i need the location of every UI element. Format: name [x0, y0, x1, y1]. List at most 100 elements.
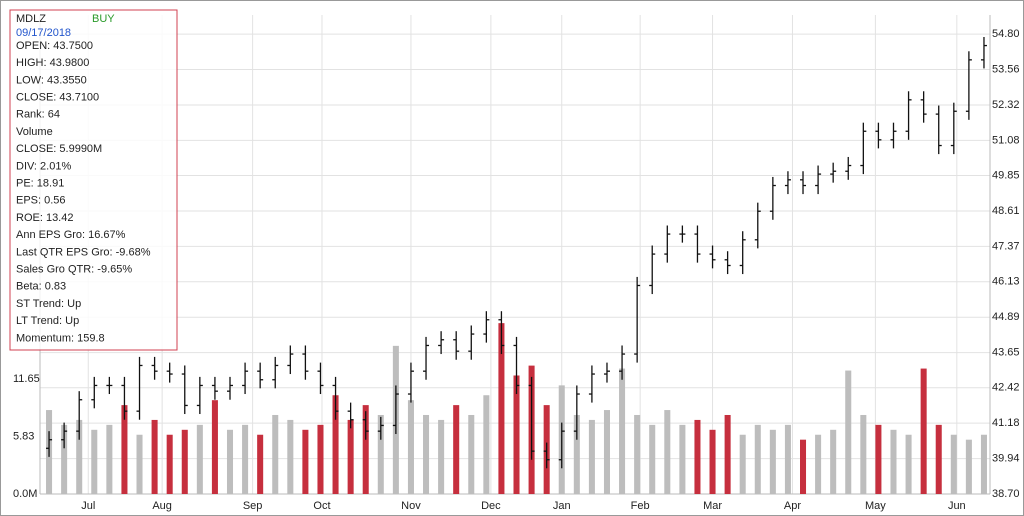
volume-bar — [709, 429, 716, 494]
volume-bar — [453, 405, 460, 494]
volume-bar — [257, 434, 264, 494]
volume-bar — [347, 419, 354, 494]
volume-bar — [332, 395, 339, 494]
info-box: MDLZ BUY 09/17/2018 OPEN: 43.7500 HIGH: 4… — [9, 9, 178, 351]
signal: BUY — [92, 13, 115, 25]
info-line: Beta: 0.83 — [16, 281, 66, 293]
symbol: MDLZ — [16, 13, 46, 25]
info-line: Sales Gro QTR: -9.65% — [16, 264, 132, 276]
volume-bar — [664, 410, 671, 494]
volume-bar — [226, 429, 234, 494]
volume-bar — [784, 424, 791, 494]
y-tick-label: 49.85 — [992, 169, 1020, 181]
volume-bar — [377, 414, 384, 494]
y2-tick-label: 0.0M — [13, 488, 37, 500]
info-line: Rank: 64 — [16, 109, 60, 121]
info-border — [9, 9, 178, 351]
y2-tick-label: 11.65 — [13, 373, 40, 385]
volume-bar — [121, 405, 128, 494]
volume-bar — [76, 419, 83, 494]
volume-bar — [242, 424, 249, 494]
volume-bar — [619, 368, 626, 494]
volume-bar — [815, 434, 822, 494]
volume-bar — [603, 410, 610, 494]
info-line: OPEN: 43.7500 — [16, 40, 93, 52]
x-tick-label: Dec — [481, 500, 501, 512]
y-tick-label: 48.61 — [992, 205, 1020, 217]
volume-bar — [588, 419, 595, 494]
y-tick-label: 53.56 — [992, 63, 1020, 75]
y-tick-label: 54.80 — [992, 28, 1020, 40]
volume-bar — [875, 424, 882, 494]
volume-bar — [181, 429, 188, 494]
volume-bar — [769, 429, 776, 494]
volume-bar — [211, 400, 218, 494]
volume-bar — [754, 424, 761, 494]
volume-bar — [694, 419, 701, 494]
x-tick-label: Aug — [152, 500, 172, 512]
date: 09/17/2018 — [16, 27, 71, 39]
volume-bar — [438, 419, 445, 494]
volume-bar — [61, 424, 68, 494]
x-tick-label: Apr — [784, 500, 801, 512]
x-tick-label: Jan — [553, 500, 571, 512]
volume-bar — [573, 414, 580, 494]
info-line: DIV: 2.01% — [16, 160, 71, 172]
info-line: Momentum: 159.8 — [16, 332, 105, 344]
volume-bar — [830, 429, 837, 494]
y-tick-label: 44.89 — [992, 311, 1020, 323]
info-line: Volume — [16, 126, 53, 138]
volume-bar — [166, 434, 173, 494]
volume-bar — [407, 400, 414, 494]
y-tick-label: 51.08 — [992, 134, 1020, 146]
volume-bar — [980, 434, 987, 494]
x-tick-label: Jun — [948, 500, 966, 512]
y2-tick-label: 5.83 — [13, 430, 34, 442]
volume-bar — [423, 414, 430, 494]
volume-bar — [468, 414, 475, 494]
volume-bar — [106, 424, 113, 494]
volume-bar — [679, 424, 686, 494]
y-tick-label: 38.70 — [992, 488, 1020, 500]
y-tick-label: 39.94 — [992, 452, 1020, 464]
volume-bar — [302, 429, 309, 494]
info-line: ROE: 13.42 — [16, 212, 73, 224]
volume-bar — [196, 424, 203, 494]
info-line: HIGH: 43.9800 — [16, 57, 89, 69]
y-tick-label: 46.13 — [992, 276, 1020, 288]
volume-bar — [151, 419, 158, 494]
info-line: LT Trend: Up — [16, 315, 79, 327]
y-tick-label: 41.18 — [992, 417, 1020, 429]
info-line: PE: 18.91 — [16, 178, 64, 190]
volume-bar — [950, 434, 957, 494]
y-tick-label: 43.65 — [992, 347, 1020, 359]
info-line: CLOSE: 43.7100 — [16, 92, 99, 104]
volume-bar — [724, 414, 731, 494]
volume-bar — [935, 424, 942, 494]
volume-bar — [860, 414, 867, 494]
x-tick-label: Sep — [243, 500, 263, 512]
volume-bar — [287, 419, 294, 494]
info-line: EPS: 0.56 — [16, 195, 66, 207]
volume-bar — [920, 368, 927, 494]
y-tick-label: 47.37 — [992, 240, 1020, 252]
info-line: Ann EPS Gro: 16.67% — [16, 229, 126, 241]
volume-bar — [845, 370, 852, 494]
x-tick-label: Feb — [631, 500, 650, 512]
volume-bar — [317, 424, 324, 494]
volume-bar — [136, 434, 143, 494]
volume-bar — [649, 424, 656, 494]
volume-bar — [800, 439, 807, 494]
volume-bar — [965, 439, 972, 494]
x-tick-label: Mar — [703, 500, 722, 512]
y-tick-label: 42.42 — [992, 382, 1020, 394]
volume-bar — [483, 395, 490, 494]
volume-bar — [905, 434, 912, 494]
volume-bar — [362, 405, 369, 494]
volume-bar — [890, 429, 897, 494]
volume-bar — [739, 434, 746, 494]
x-tick-label: Nov — [401, 500, 421, 512]
info-line: CLOSE: 5.9990M — [16, 143, 102, 155]
info-line: Last QTR EPS Gro: -9.68% — [16, 246, 151, 258]
